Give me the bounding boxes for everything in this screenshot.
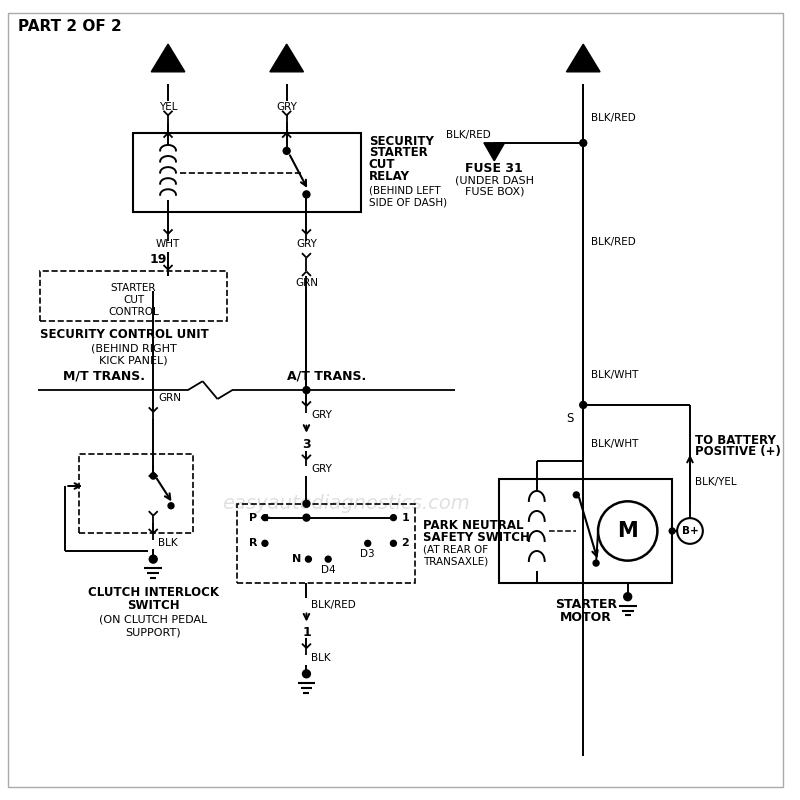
Text: STARTER: STARTER bbox=[369, 146, 427, 159]
Text: (ON CLUTCH PEDAL: (ON CLUTCH PEDAL bbox=[99, 614, 207, 625]
Text: 2: 2 bbox=[402, 538, 409, 548]
Text: GRY: GRY bbox=[276, 102, 297, 112]
Text: PART 2 OF 2: PART 2 OF 2 bbox=[18, 19, 122, 34]
Circle shape bbox=[262, 540, 268, 546]
Text: TRANSAXLE): TRANSAXLE) bbox=[423, 556, 488, 566]
Text: CUT: CUT bbox=[369, 158, 395, 171]
Text: 1: 1 bbox=[402, 513, 409, 522]
Polygon shape bbox=[484, 142, 505, 161]
Text: MOTOR: MOTOR bbox=[560, 611, 612, 624]
Text: BLK/RED: BLK/RED bbox=[446, 130, 490, 140]
Circle shape bbox=[303, 191, 310, 198]
Text: POSITIVE (+): POSITIVE (+) bbox=[695, 446, 781, 458]
Text: SUPPORT): SUPPORT) bbox=[126, 627, 181, 638]
Text: SIDE OF DASH): SIDE OF DASH) bbox=[369, 198, 447, 207]
Text: B: B bbox=[281, 58, 293, 72]
Text: CLUTCH INTERLOCK: CLUTCH INTERLOCK bbox=[88, 586, 218, 599]
Circle shape bbox=[365, 540, 370, 546]
Circle shape bbox=[390, 540, 396, 546]
Text: TO BATTERY: TO BATTERY bbox=[695, 434, 776, 446]
Text: SECURITY CONTROL UNIT: SECURITY CONTROL UNIT bbox=[39, 328, 208, 342]
Text: WHT: WHT bbox=[156, 239, 180, 249]
Bar bbox=[499, 479, 672, 583]
Text: BLK: BLK bbox=[311, 653, 331, 663]
Circle shape bbox=[580, 139, 586, 146]
Text: FUSE 31: FUSE 31 bbox=[466, 162, 523, 175]
Text: SAFETY SWITCH: SAFETY SWITCH bbox=[423, 531, 530, 544]
Text: A: A bbox=[162, 58, 174, 72]
Text: 1: 1 bbox=[302, 626, 311, 639]
Text: BLK/RED: BLK/RED bbox=[591, 114, 636, 123]
Text: STARTER: STARTER bbox=[554, 598, 617, 611]
Circle shape bbox=[303, 514, 310, 521]
Text: GRN: GRN bbox=[158, 393, 181, 403]
Text: BLK/WHT: BLK/WHT bbox=[591, 370, 638, 380]
Text: R: R bbox=[249, 538, 258, 548]
Circle shape bbox=[303, 386, 310, 394]
Text: M: M bbox=[618, 521, 638, 541]
Circle shape bbox=[624, 593, 632, 601]
Text: SECURITY: SECURITY bbox=[369, 134, 434, 147]
Text: BLK/WHT: BLK/WHT bbox=[591, 439, 638, 450]
Text: 3: 3 bbox=[302, 438, 310, 451]
Circle shape bbox=[150, 555, 157, 563]
Circle shape bbox=[593, 560, 599, 566]
Circle shape bbox=[670, 528, 675, 534]
Text: YEL: YEL bbox=[158, 102, 178, 112]
Text: CUT: CUT bbox=[123, 295, 144, 305]
Text: GRN: GRN bbox=[295, 278, 318, 288]
Text: PARK NEUTRAL: PARK NEUTRAL bbox=[423, 519, 523, 532]
Text: (UNDER DASH: (UNDER DASH bbox=[454, 175, 534, 186]
Text: GRY: GRY bbox=[311, 410, 332, 420]
Circle shape bbox=[302, 670, 310, 678]
Text: S: S bbox=[566, 412, 574, 426]
Text: BLK/RED: BLK/RED bbox=[311, 600, 356, 610]
Circle shape bbox=[574, 492, 579, 498]
Text: GRY: GRY bbox=[311, 464, 332, 474]
Circle shape bbox=[303, 500, 310, 507]
Text: A/T TRANS.: A/T TRANS. bbox=[286, 370, 366, 382]
Text: B+: B+ bbox=[682, 526, 698, 536]
Text: (AT REAR OF: (AT REAR OF bbox=[423, 544, 488, 554]
Polygon shape bbox=[270, 44, 303, 72]
Text: C: C bbox=[578, 58, 589, 72]
Text: M/T TRANS.: M/T TRANS. bbox=[62, 370, 145, 382]
Circle shape bbox=[390, 514, 396, 521]
Circle shape bbox=[168, 503, 174, 509]
Circle shape bbox=[326, 556, 331, 562]
Circle shape bbox=[283, 147, 290, 154]
Text: P: P bbox=[249, 513, 257, 522]
Circle shape bbox=[150, 473, 156, 479]
Text: BLK/YEL: BLK/YEL bbox=[695, 477, 737, 486]
Text: BLK: BLK bbox=[158, 538, 178, 548]
Text: SWITCH: SWITCH bbox=[127, 599, 179, 612]
Text: D3: D3 bbox=[361, 550, 375, 559]
Bar bbox=[79, 454, 193, 534]
Polygon shape bbox=[151, 44, 185, 72]
Text: CONTROL: CONTROL bbox=[108, 307, 159, 317]
Circle shape bbox=[580, 402, 586, 409]
Text: easyautodiagnostics.com: easyautodiagnostics.com bbox=[222, 494, 470, 514]
Bar bbox=[134, 133, 361, 212]
Text: (BEHIND LEFT: (BEHIND LEFT bbox=[369, 186, 440, 195]
Text: D4: D4 bbox=[321, 565, 335, 575]
Text: N: N bbox=[292, 554, 301, 564]
Text: KICK PANEL): KICK PANEL) bbox=[99, 355, 168, 366]
Bar bbox=[238, 504, 415, 583]
Polygon shape bbox=[566, 44, 600, 72]
Circle shape bbox=[262, 514, 268, 521]
Text: 19: 19 bbox=[150, 253, 167, 266]
Text: GRY: GRY bbox=[296, 239, 317, 249]
Text: RELAY: RELAY bbox=[369, 170, 410, 183]
Bar bbox=[39, 271, 227, 321]
Text: BLK/RED: BLK/RED bbox=[591, 237, 636, 247]
Text: FUSE BOX): FUSE BOX) bbox=[465, 186, 524, 197]
Text: (BEHIND RIGHT: (BEHIND RIGHT bbox=[90, 343, 176, 354]
Circle shape bbox=[306, 556, 311, 562]
Text: STARTER: STARTER bbox=[110, 283, 156, 294]
